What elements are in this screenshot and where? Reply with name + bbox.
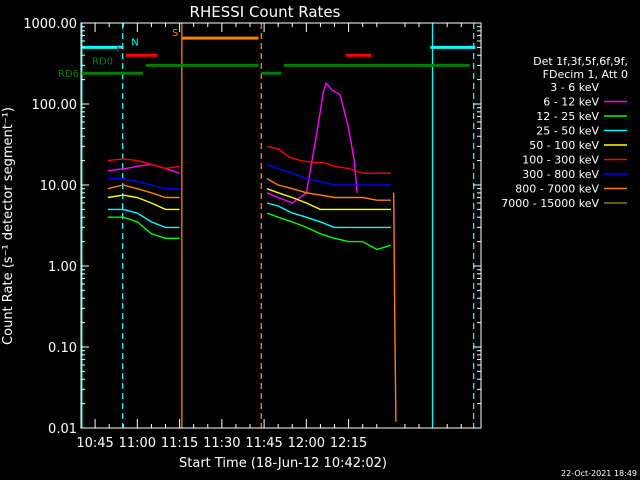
y-tick-label: 0.01 <box>48 422 77 437</box>
series-line-1 <box>107 163 180 174</box>
y-tick-label: 0.10 <box>48 341 77 356</box>
series-line-6 <box>107 208 180 229</box>
chart-title: RHESSI Count Rates <box>190 3 341 21</box>
legend: Det 1f,3f,5f,6f,9f,FDecim 1, Att 03 - 6 … <box>501 55 628 210</box>
flag-label-rd0: RD0 <box>92 56 113 67</box>
footer-date: 22-Oct-2021 18:49 <box>561 469 637 478</box>
series-line-4 <box>266 177 391 201</box>
legend-entry-label: 100 - 300 keV <box>522 154 599 167</box>
legend-entry-label: 25 - 50 keV <box>536 125 599 138</box>
legend-entry-label: 300 - 800 keV <box>522 168 599 181</box>
series-line-3 <box>266 163 391 186</box>
x-tick-label: 12:00 <box>288 436 325 451</box>
series-line-7 <box>107 216 180 240</box>
y-axis-label: Count Rate (s⁻¹ detector segment⁻¹) <box>1 107 16 345</box>
plot-frame <box>80 22 482 429</box>
x-tick-label: 10:45 <box>76 436 113 451</box>
x-tick-label: 11:15 <box>161 436 198 451</box>
flag-label-rd6: RD6 <box>58 69 79 80</box>
x-tick-label: 11:45 <box>245 436 282 451</box>
x-axis-label: Start Time (18-Jun-12 10:42:02) <box>179 456 387 471</box>
flag-label-s: S <box>172 28 178 39</box>
flag-label-f: F <box>116 44 122 55</box>
flag-label-n: N <box>131 37 138 48</box>
y-tick-label: 1000.00 <box>23 17 77 32</box>
vertical-markers <box>81 23 475 428</box>
series-line-2 <box>266 145 391 174</box>
orange-dropoff-line <box>393 192 397 422</box>
series-line-7 <box>266 212 392 251</box>
legend-entry-label: 800 - 7000 keV <box>515 183 599 196</box>
legend-entry-label: 3 - 6 keV <box>550 81 599 94</box>
legend-header: Det 1f,3f,5f,6f,9f, <box>533 55 628 68</box>
series-lines <box>107 81 397 422</box>
series-line-4 <box>107 184 180 199</box>
series-line-5 <box>266 188 391 211</box>
series-line-0 <box>107 152 180 162</box>
legend-entry-label: 7000 - 15000 keV <box>501 197 599 210</box>
series-line-5 <box>107 194 180 211</box>
series-line-1 <box>266 81 358 204</box>
legend-header: FDecim 1, Att 0 <box>543 68 628 81</box>
series-line-2 <box>107 158 180 170</box>
x-tick-label: 12:15 <box>330 436 367 451</box>
y-tick-label: 10.00 <box>40 179 77 194</box>
x-tick-label: 11:00 <box>119 436 156 451</box>
series-line-6 <box>266 202 391 229</box>
y-tick-label: 1.00 <box>48 260 77 275</box>
x-tick-label: 11:30 <box>203 436 240 451</box>
legend-entry-label: 12 - 25 keV <box>536 110 599 123</box>
legend-entry-label: 50 - 100 keV <box>529 139 599 152</box>
series-line-3 <box>107 177 180 190</box>
legend-entry-label: 6 - 12 keV <box>543 96 599 109</box>
y-tick-label: 100.00 <box>32 98 78 113</box>
